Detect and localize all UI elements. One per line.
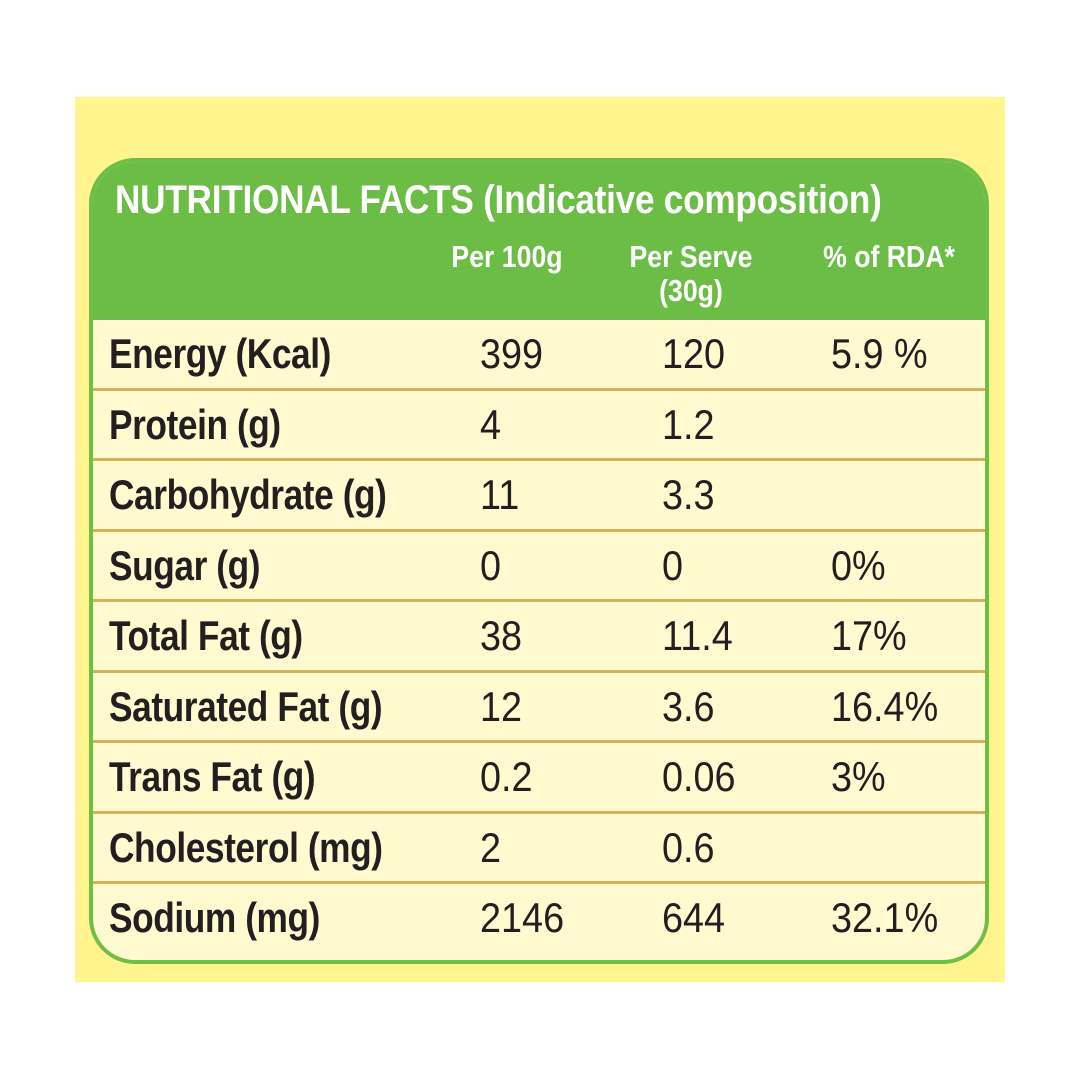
column-header-rda: % of RDA*: [812, 240, 967, 274]
rda-value: 3%: [831, 753, 886, 800]
per-100g-value: 11: [480, 471, 520, 518]
nutrient-name: Energy (Kcal): [109, 330, 331, 377]
nutrient-name: Sugar (g): [109, 541, 261, 589]
per-serve-value: 644: [662, 894, 726, 941]
per-serve-value: 0: [662, 541, 684, 589]
per-100g-value: 2146: [480, 894, 565, 941]
per-100g-value: 38: [480, 612, 523, 659]
nutrient-name: Total Fat (g): [109, 612, 303, 659]
nutrition-header: NUTRITIONAL FACTS (Indicative compositio…: [93, 162, 985, 320]
rda-value: 17%: [831, 612, 907, 659]
per-serve-value: 11.4: [662, 612, 733, 659]
table-row: Sodium (mg) 2146 644 32.1%: [93, 884, 985, 955]
rda-value: 5.9 %: [831, 330, 928, 377]
column-header-rda-label: % of RDA*: [823, 239, 955, 274]
rda-value: 32.1%: [831, 894, 939, 941]
per-serve-value: 0.6: [662, 823, 715, 871]
table-row: Protein (g) 4 1.2: [93, 391, 985, 461]
nutrition-facts-panel: NUTRITIONAL FACTS (Indicative compositio…: [89, 158, 989, 964]
table-row: Trans Fat (g) 0.2 0.06 3%: [93, 743, 985, 814]
per-100g-value: 2: [480, 823, 502, 871]
per-100g-value: 4: [480, 400, 502, 448]
rda-value: 0%: [831, 541, 886, 589]
column-header-per-serve: Per Serve (30g): [622, 240, 760, 308]
per-100g-value: 0.2: [480, 753, 533, 800]
per-100g-value: 399: [480, 330, 544, 377]
nutrient-name: Saturated Fat (g): [109, 682, 383, 730]
nutrient-name: Trans Fat (g): [109, 753, 316, 800]
nutrient-name: Sodium (mg): [109, 894, 320, 941]
table-row: Sugar (g) 0 0 0%: [93, 532, 985, 602]
table-row: Energy (Kcal) 399 120 5.9 %: [93, 320, 985, 391]
column-header-per-serve-label: Per Serve: [629, 239, 753, 274]
per-100g-value: 12: [480, 682, 523, 730]
nutrient-name: Carbohydrate (g): [109, 471, 387, 518]
nutrition-title: NUTRITIONAL FACTS (Indicative compositio…: [115, 178, 882, 222]
per-serve-value: 3.3: [662, 471, 715, 518]
column-header-per-serve-size: (30g): [659, 273, 723, 308]
per-serve-value: 0.06: [662, 753, 736, 800]
rda-value: 16.4%: [831, 682, 939, 730]
column-header-per-100g-label: Per 100g: [451, 239, 563, 274]
per-serve-value: 1.2: [662, 400, 715, 448]
nutrient-name: Protein (g): [109, 400, 281, 448]
table-row: Total Fat (g) 38 11.4 17%: [93, 602, 985, 673]
per-serve-value: 3.6: [662, 682, 715, 730]
nutrient-name: Cholesterol (mg): [109, 823, 383, 871]
per-serve-value: 120: [662, 330, 726, 377]
per-100g-value: 0: [480, 541, 502, 589]
column-header-per-100g: Per 100g: [438, 240, 576, 274]
table-row: Cholesterol (mg) 2 0.6: [93, 814, 985, 884]
table-row: Saturated Fat (g) 12 3.6 16.4%: [93, 673, 985, 743]
nutrition-rows: Energy (Kcal) 399 120 5.9 % Protein (g) …: [93, 320, 985, 955]
table-row: Carbohydrate (g) 11 3.3: [93, 461, 985, 532]
